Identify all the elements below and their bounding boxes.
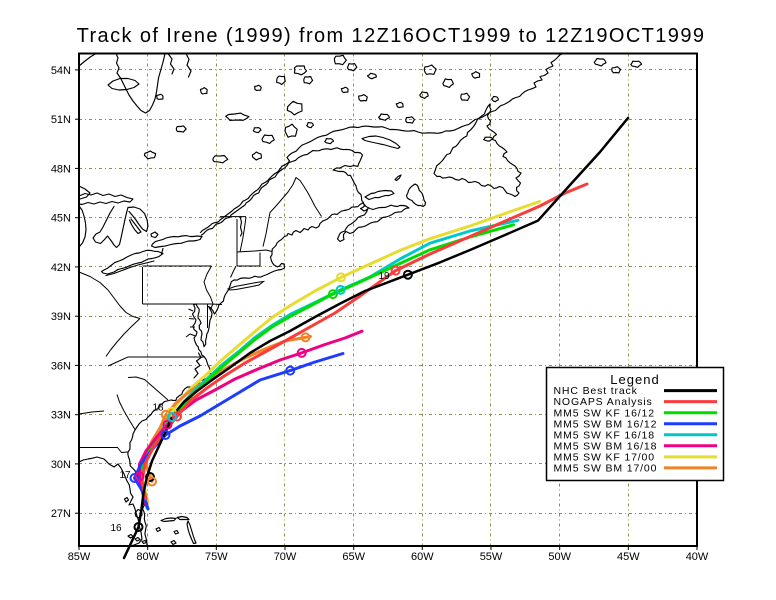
svg-text:17: 17 [119,470,131,481]
svg-text:MM5 SW KF 17/00: MM5 SW KF 17/00 [554,452,655,464]
svg-text:45W: 45W [617,551,640,563]
svg-text:45N: 45N [51,213,71,225]
svg-text:55W: 55W [480,551,503,563]
svg-text:70W: 70W [274,551,297,563]
svg-text:NOGAPS Analysis: NOGAPS Analysis [554,396,653,408]
svg-text:75W: 75W [205,551,228,563]
svg-text:33N: 33N [51,410,71,422]
svg-text:MM5 SW BM 16/12: MM5 SW BM 16/12 [554,418,658,430]
svg-text:16: 16 [110,523,122,534]
svg-text:Track of Irene (1999) from 12Z: Track of Irene (1999) from 12Z16OCT1999 … [77,25,706,47]
svg-text:MM5 SW BM 17/00: MM5 SW BM 17/00 [554,463,658,475]
svg-text:85W: 85W [68,551,91,563]
svg-text:51N: 51N [51,114,71,126]
svg-text:MM5 SW KF 16/18: MM5 SW KF 16/18 [554,429,655,441]
svg-text:50W: 50W [548,551,571,563]
svg-text:MM5 SW KF 16/12: MM5 SW KF 16/12 [554,407,655,419]
svg-text:39N: 39N [51,311,71,323]
svg-text:65W: 65W [342,551,365,563]
svg-text:60W: 60W [411,551,434,563]
svg-text:27N: 27N [51,508,71,520]
svg-text:19: 19 [378,271,390,282]
svg-text:40W: 40W [686,551,709,563]
svg-text:36N: 36N [51,360,71,372]
svg-text:MM5 SW BM 16/18: MM5 SW BM 16/18 [554,440,658,452]
svg-text:48N: 48N [51,163,71,175]
svg-text:Legend: Legend [610,372,659,387]
svg-text:80W: 80W [136,551,159,563]
svg-text:30N: 30N [51,459,71,471]
svg-text:NHC Best track: NHC Best track [554,385,638,397]
svg-text:42N: 42N [51,262,71,274]
svg-text:54N: 54N [51,65,71,77]
svg-text:18: 18 [152,403,164,414]
